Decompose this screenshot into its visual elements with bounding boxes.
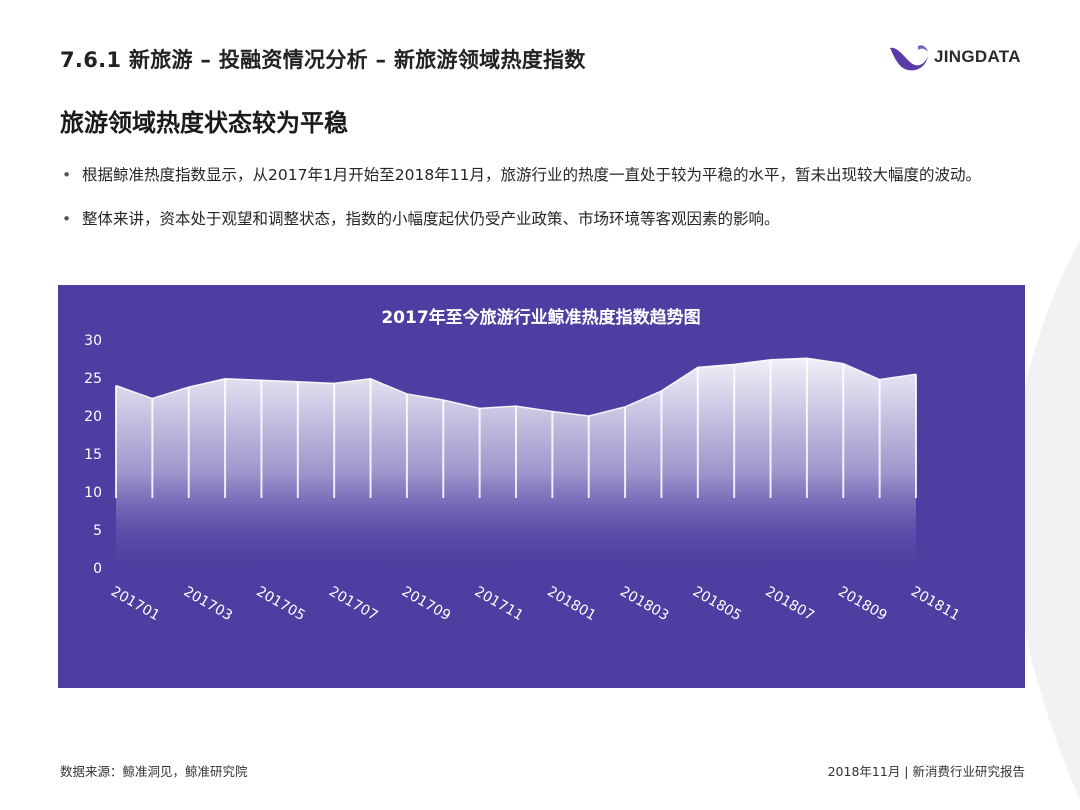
bullet-dot-icon: • (62, 210, 72, 228)
whale-logo-icon (890, 45, 928, 71)
x-tick-label: 201811 (908, 584, 962, 625)
section-title: 7.6.1 新旅游 – 投融资情况分析 – 新旅游领域热度指数 (60, 48, 586, 72)
page-heading: 旅游领域热度状态较为平稳 (60, 109, 348, 137)
x-tick-label: 201805 (690, 584, 744, 625)
x-tick-label: 201711 (472, 584, 526, 625)
y-tick-label: 0 (93, 561, 102, 577)
x-tick-label: 201801 (544, 584, 598, 625)
bullet-text: 整体来讲，资本处于观望和调整状态，指数的小幅度起伏仍受产业政策、市场环境等客观因… (82, 210, 780, 228)
bullet-list: • 根据鲸准热度指数显示，从2017年1月开始至2018年11月，旅游行业的热度… (60, 160, 1035, 248)
logo-text: JINGDATA (934, 47, 1021, 66)
background-swoosh (1012, 240, 1080, 800)
y-axis: 0 5 10 15 20 25 30 (84, 333, 102, 577)
x-axis: 201701 201703 201705 201707 201709 201711 2018… (108, 584, 962, 625)
y-tick-label: 15 (84, 447, 102, 463)
x-tick-label: 201807 (763, 584, 817, 625)
bullet-item: • 整体来讲，资本处于观望和调整状态，指数的小幅度起伏仍受产业政策、市场环境等客… (60, 204, 1035, 234)
y-tick-label: 10 (84, 485, 102, 501)
x-tick-label: 201709 (399, 584, 453, 625)
series-line (115, 357, 917, 417)
report-info: 2018年11月 | 新消费行业研究报告 (827, 764, 1025, 779)
bullet-dot-icon: • (62, 166, 72, 184)
chart-panel: 2017年至今旅游行业鲸准热度指数趋势图 0 5 10 15 20 25 30 201701… (58, 285, 1025, 688)
y-tick-label: 20 (84, 409, 102, 425)
y-tick-label: 5 (93, 523, 102, 539)
heat-index-area-chart: 2017年至今旅游行业鲸准热度指数趋势图 0 5 10 15 20 25 30 201701… (84, 307, 962, 625)
drop-lines (115, 358, 917, 498)
x-tick-label: 201705 (253, 584, 307, 625)
y-tick-label: 30 (84, 333, 102, 349)
jingdata-logo: JINGDATA (888, 42, 1021, 72)
x-tick-label: 201803 (617, 584, 671, 625)
x-tick-label: 201809 (835, 584, 889, 625)
bullet-text: 根据鲸准热度指数显示，从2017年1月开始至2018年11月，旅游行业的热度一直… (82, 166, 981, 184)
y-tick-label: 25 (84, 371, 102, 387)
data-source: 数据来源：鲸准洞见，鲸准研究院 (60, 764, 248, 779)
bullet-item: • 根据鲸准热度指数显示，从2017年1月开始至2018年11月，旅游行业的热度… (60, 160, 1035, 190)
x-tick-label: 201707 (326, 584, 380, 625)
x-tick-label: 201703 (181, 584, 235, 625)
chart-title: 2017年至今旅游行业鲸准热度指数趋势图 (381, 307, 700, 328)
x-tick-label: 201701 (108, 584, 162, 625)
